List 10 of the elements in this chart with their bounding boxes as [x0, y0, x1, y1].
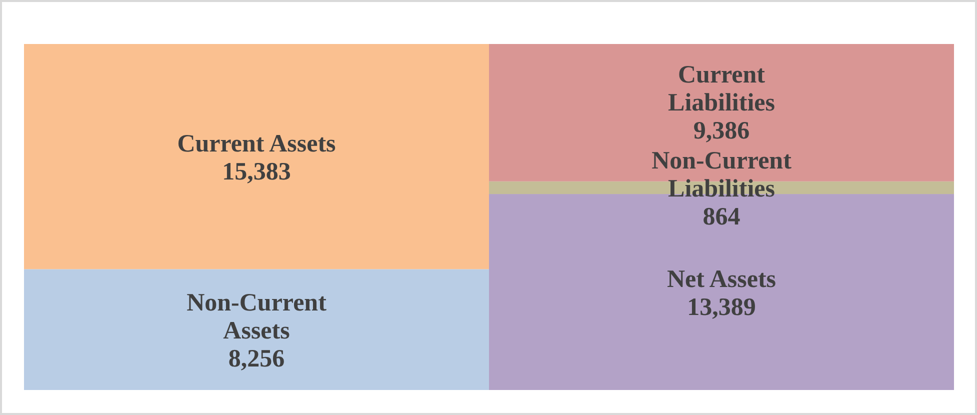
series-label: Current Assets — [177, 130, 336, 158]
series-label: Non-Current Assets — [186, 290, 328, 345]
series-label: Net Assets — [666, 266, 776, 294]
data-label: 864 — [702, 204, 741, 231]
series-label: Current Liabilities — [668, 62, 776, 117]
data-label: 15,383 — [222, 158, 291, 186]
data-label: 8,256 — [228, 346, 285, 373]
data-label: 13,389 — [687, 294, 756, 322]
data-label: 9,386 — [693, 118, 750, 145]
series-label: Non-Current Liabilities — [652, 148, 792, 203]
